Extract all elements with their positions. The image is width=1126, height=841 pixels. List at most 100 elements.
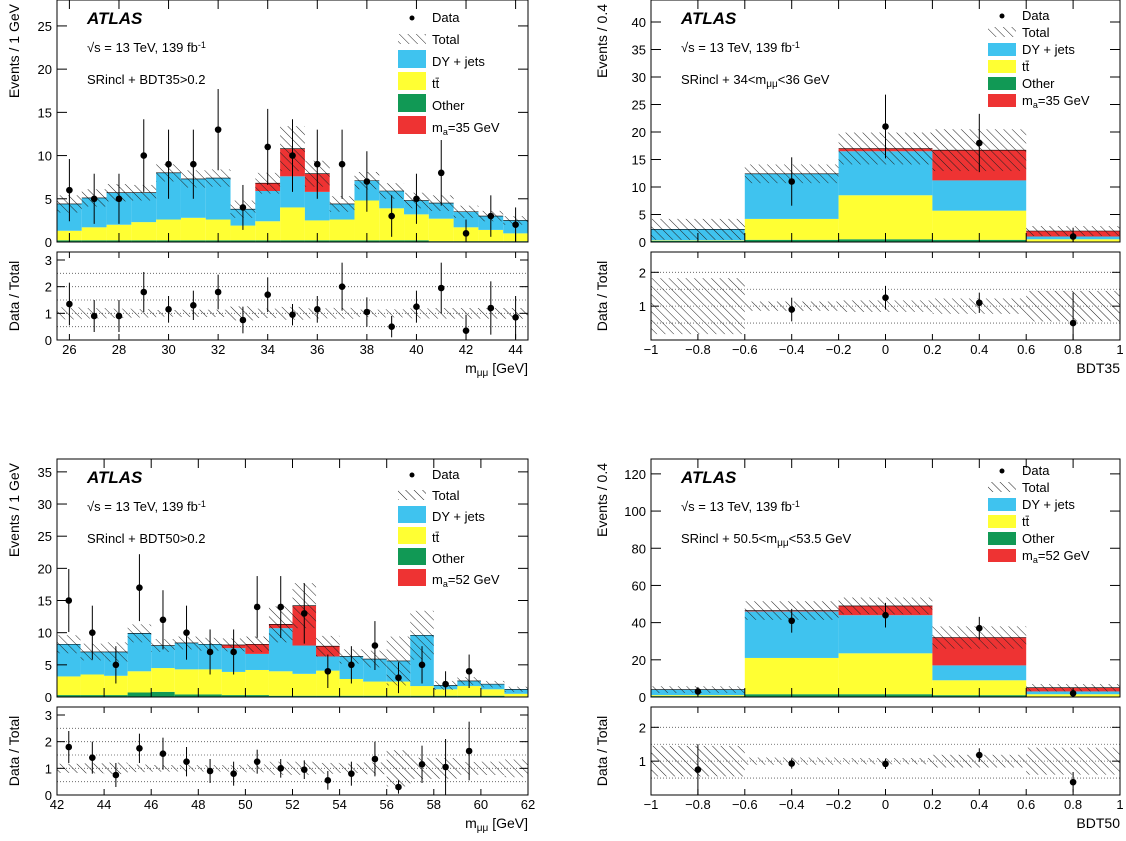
ratio-point [437, 284, 445, 292]
x-tick-label: 42 [50, 797, 64, 812]
bar-other [386, 695, 411, 697]
data-point [413, 195, 420, 203]
bar-other [198, 694, 222, 697]
legend-label: DY + jets [1022, 42, 1075, 57]
bar-tt [744, 218, 839, 240]
y-tick-label: 80 [632, 541, 646, 556]
ratio-point [413, 303, 420, 310]
x-tick-label: −0.6 [732, 342, 758, 357]
legend-marker-5 [398, 569, 426, 586]
y-tick-label: 20 [632, 125, 646, 140]
x-tick-label: 46 [144, 797, 158, 812]
data-point [418, 661, 426, 669]
y-tick-label: 5 [45, 192, 52, 207]
bar-tt [80, 674, 105, 696]
y-tick-label: 15 [38, 105, 52, 120]
ratio-y-axis-title: Data / Total [594, 261, 610, 332]
data-point [90, 195, 98, 203]
legend-label: Total [432, 488, 460, 503]
data-point [190, 160, 197, 168]
bar-other [280, 240, 305, 242]
ratio-point [882, 760, 889, 768]
y-axis-title: Events / 0.4 [594, 463, 610, 537]
x-tick-label: 0 [882, 342, 889, 357]
legend-marker-3 [398, 72, 426, 90]
x-tick-label: 58 [427, 797, 441, 812]
legend-marker-3 [398, 527, 426, 544]
y-tick-label: 0 [639, 235, 646, 250]
ratio-point [788, 760, 795, 767]
data-point [388, 212, 395, 220]
data-point [66, 186, 73, 194]
bar-other [221, 695, 246, 697]
x-tick-label: 40 [409, 342, 423, 357]
bar-other [151, 691, 175, 697]
y-tick-label: 60 [632, 578, 646, 593]
x-tick-label: 48 [191, 797, 205, 812]
bar-tt [504, 693, 528, 697]
data-point [324, 667, 332, 675]
x-tick-label: 0.8 [1064, 797, 1082, 812]
data-point [363, 178, 371, 185]
x-tick-label: −0.8 [685, 342, 711, 357]
bar-tt [131, 222, 157, 241]
atlas-label: ATLAS [86, 468, 143, 487]
legend-label: ma=35 GeV [432, 120, 500, 137]
bar-dyjets [932, 665, 1027, 681]
legend-label: tt̄ [432, 76, 440, 91]
legend-label: tt̄ [1022, 514, 1030, 529]
bar-other [329, 240, 355, 242]
ratio-point [462, 327, 470, 334]
panel-1: 26 28 30 32 34 36 38 40 42 44 0 5 10 15 20 25 0 1 2 3 Events… [6, 0, 529, 379]
x-tick-label: 56 [379, 797, 393, 812]
bar-tt [230, 225, 256, 241]
ratio-point [264, 291, 272, 298]
x-tick-label: 1 [1116, 342, 1123, 357]
legend-label: Total [432, 32, 460, 47]
ratio-point [418, 761, 426, 768]
ratio-point [206, 767, 214, 775]
x-axis-title: BDT50 [1076, 815, 1120, 831]
bar-other [410, 695, 434, 697]
data-point [206, 648, 214, 656]
ratio-band [651, 278, 745, 335]
y-tick-label: 20 [38, 561, 52, 576]
legend-marker-3 [988, 60, 1016, 73]
y-tick-label: 10 [38, 626, 52, 641]
ratio-point [1069, 778, 1077, 786]
ratio-point [395, 783, 402, 791]
ratio-y-axis-title: Data / Total [6, 261, 22, 332]
ratio-y-axis-title: Data / Total [6, 716, 22, 787]
x-axis-title: BDT35 [1076, 360, 1120, 376]
ratio-point [214, 288, 222, 296]
legend-marker-4 [988, 532, 1016, 545]
energy-label: √s = 13 TeV, 139 fb-1 [681, 40, 800, 55]
x-tick-label: 0.6 [1017, 797, 1035, 812]
bar-tt [174, 669, 199, 695]
y-tick-label: 30 [632, 70, 646, 85]
x-tick-label: −0.4 [779, 342, 805, 357]
ratio-point [313, 306, 321, 313]
y-tick-label: 120 [624, 467, 646, 482]
bar-other [339, 695, 364, 697]
ratio-point [65, 743, 73, 751]
region-label: SRincl + 34<mμμ<36 GeV [681, 72, 830, 90]
ratio-y-tick-label: 1 [45, 306, 52, 321]
bar-tt [156, 219, 181, 241]
legend-marker-2 [988, 43, 1016, 56]
y-axis-title: Events / 0.4 [594, 4, 610, 78]
y-tick-label: 35 [38, 465, 52, 480]
y-tick-label: 25 [38, 19, 52, 34]
data-point [159, 616, 167, 624]
ratio-point [183, 758, 190, 765]
bar-other [57, 695, 81, 697]
bar-tt [205, 219, 231, 241]
data-point [183, 629, 190, 636]
ratio-band [453, 308, 479, 319]
bar-tt [363, 681, 387, 696]
ratio-y-tick-label: 0 [45, 333, 52, 348]
data-point [487, 212, 495, 220]
bar-other [174, 694, 199, 697]
legend-marker-data [409, 15, 415, 21]
legend-marker-total [398, 490, 426, 500]
